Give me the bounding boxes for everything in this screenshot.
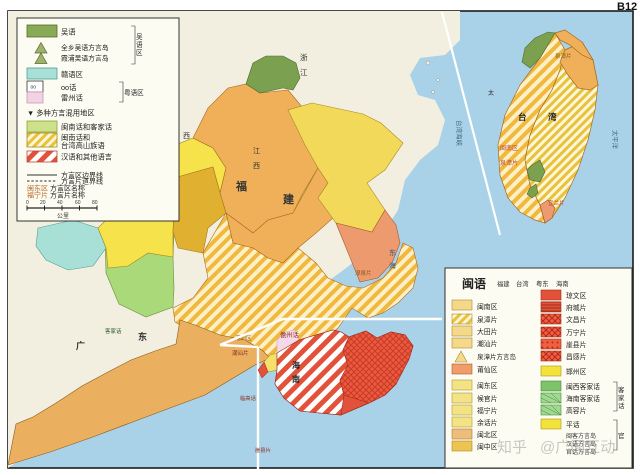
svg-text:宜兰片: 宜兰片 [548,199,565,207]
svg-text:客: 客 [618,385,625,394]
svg-text:太: 太 [488,89,494,97]
svg-text:吴语: 吴语 [61,28,76,37]
svg-text:儋州话: 儋州话 [280,330,300,339]
svg-text:福: 福 [235,179,247,193]
svg-text:oo: oo [31,85,37,91]
svg-text:80: 80 [92,200,98,206]
svg-text:台: 台 [518,112,527,122]
svg-text:区: 区 [136,49,143,57]
svg-text:南: 南 [292,374,300,384]
svg-text:公里: 公里 [57,213,69,220]
svg-text:高容片: 高容片 [566,406,587,415]
svg-text:候官片: 候官片 [477,394,498,403]
svg-text:府城片: 府城片 [566,303,587,312]
svg-text:昌感片: 昌感片 [566,352,587,361]
svg-text:湾: 湾 [548,112,557,122]
svg-text:闽东区: 闽东区 [477,381,498,390]
svg-text:福宁片: 福宁片 [477,406,498,415]
svg-text:0: 0 [26,200,29,206]
svg-text:闽北区: 闽北区 [477,431,498,439]
svg-text:平话: 平话 [566,420,580,429]
svg-text:余话片: 余话片 [477,418,498,427]
svg-text:雷州话: 雷州话 [61,94,83,103]
svg-text:莆仙区: 莆仙区 [477,365,498,374]
svg-text:浙: 浙 [300,52,308,62]
svg-text:东: 东 [389,248,396,257]
svg-text:闽西客家话: 闽西客家话 [566,382,600,391]
svg-text:海: 海 [389,261,396,270]
svg-text:oo话: oo话 [61,83,76,92]
svg-text:话: 话 [618,401,625,410]
svg-text:家: 家 [618,393,625,402]
svg-text:闽中区: 闽中区 [477,442,498,451]
svg-text:琼文区: 琼文区 [566,291,587,300]
svg-text:全乡吴语方言岛: 全乡吴语方言岛 [61,43,109,52]
svg-text:60: 60 [75,200,81,206]
svg-text:官: 官 [618,431,625,440]
svg-text:知乎: 知乎 [497,439,527,456]
svg-text:汉语和其他语言: 汉语和其他语言 [61,153,112,162]
svg-text:临高话: 临高话 [240,394,257,402]
svg-text:漳泉片: 漳泉片 [355,269,372,277]
svg-text:赣语区: 赣语区 [61,70,83,79]
svg-text:台湾: 台湾 [516,279,529,288]
svg-text:潮汕片: 潮汕片 [477,339,498,348]
svg-text:潮汕片: 潮汕片 [232,349,249,357]
svg-text:闽南区: 闽南区 [500,144,518,152]
svg-text:▼ 多种方言混用地区: ▼ 多种方言混用地区 [27,109,95,118]
svg-text:40: 40 [57,200,63,206]
svg-text:文昌片: 文昌片 [566,315,587,324]
svg-text:江: 江 [253,147,260,155]
svg-text:福建: 福建 [497,279,510,288]
svg-text:B12: B12 [617,1,637,13]
svg-text:崖县片: 崖县片 [566,340,587,349]
svg-text:江: 江 [300,68,308,77]
svg-text:广: 广 [76,340,85,351]
svg-text:语: 语 [136,40,143,49]
svg-text:泉漳片: 泉漳片 [477,315,498,324]
svg-text:台湾海峡: 台湾海峡 [455,120,464,147]
svg-text:太平洋: 太平洋 [611,130,620,150]
svg-text:方言片道界线: 方言片道界线 [61,177,103,186]
svg-text:大田片: 大田片 [477,327,498,336]
svg-text:霞浦吴语方言岛: 霞浦吴语方言岛 [61,54,109,63]
svg-text:粤东: 粤东 [536,279,549,288]
svg-text:吴: 吴 [136,33,143,41]
svg-text:台湾高山族语: 台湾高山族语 [61,141,105,150]
svg-text:万宁片: 万宁片 [566,328,587,337]
svg-text:海: 海 [292,360,300,370]
svg-text:粤语区: 粤语区 [124,88,144,97]
svg-text:泉漳片方言岛: 泉漳片方言岛 [477,352,516,361]
svg-text:泉漳片: 泉漳片 [500,159,518,167]
svg-text:建: 建 [283,192,295,206]
svg-text:闽语: 闽语 [462,276,486,291]
svg-text:邯州区: 邯州区 [566,368,587,376]
svg-text:西: 西 [253,162,260,170]
svg-text:海南: 海南 [556,279,569,288]
svg-text:西: 西 [183,132,190,140]
svg-text:泉漳片: 泉漳片 [555,52,572,60]
svg-text:闽南区: 闽南区 [477,302,498,311]
svg-text:海南客家话: 海南客家话 [566,394,600,403]
svg-text:闽南话和客家话: 闽南话和客家话 [61,123,112,132]
svg-text:东: 东 [138,331,147,342]
svg-text:客家话: 客家话 [105,327,122,335]
svg-text:崖县片: 崖县片 [255,446,271,454]
svg-text:20: 20 [40,200,46,206]
svg-text:@广闻互动: @广闻互动 [540,439,615,456]
